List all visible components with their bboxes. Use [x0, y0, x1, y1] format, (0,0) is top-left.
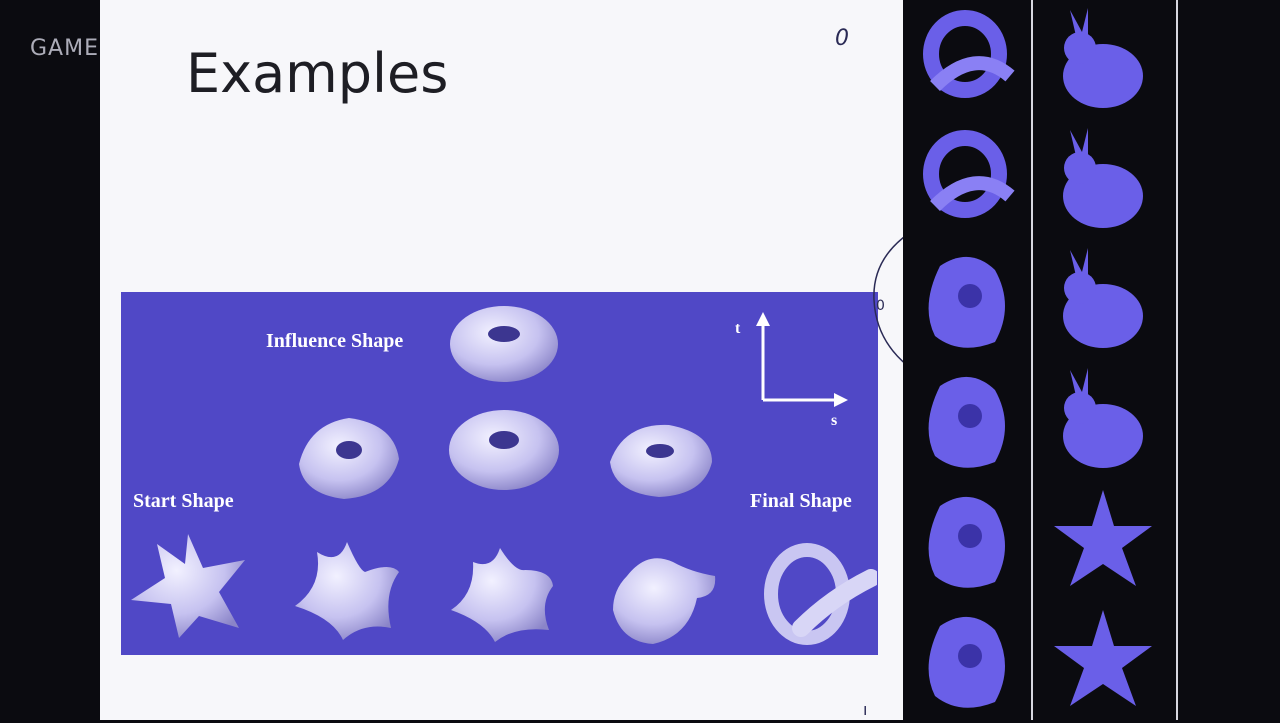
blob-icon — [915, 606, 1025, 723]
morphing-figure: Influence Shape t s Start Shape Final Sh… — [121, 292, 878, 655]
pen-stroke-mark: ı — [863, 700, 868, 719]
thumbnail-panel — [903, 0, 1280, 720]
star-icon — [1048, 486, 1158, 603]
influence-shape-label: Influence Shape — [266, 330, 404, 352]
start-star-icon — [131, 534, 245, 638]
bunny-icon — [1048, 6, 1158, 123]
blend-blob-icon — [613, 558, 716, 644]
blend-star-1-icon — [295, 542, 399, 640]
final-shape-label: Final Shape — [750, 490, 852, 512]
blend-torus-2-icon — [449, 410, 559, 490]
axis-s-label: s — [831, 412, 838, 429]
blend-torus-3-icon — [610, 424, 712, 497]
blob-icon — [915, 246, 1025, 363]
knot-icon — [915, 6, 1025, 123]
panel-edge — [1176, 0, 1178, 720]
influence-torus-icon — [450, 306, 558, 382]
bunny-icon — [1048, 246, 1158, 363]
column-divider — [1031, 0, 1033, 720]
blend-torus-1-icon — [299, 418, 399, 499]
blend-star-2-icon — [451, 548, 553, 642]
bunny-icon — [1048, 126, 1158, 243]
blob-icon — [915, 366, 1025, 483]
axis-t-label: t — [735, 320, 741, 337]
svg-text:0: 0 — [876, 298, 885, 314]
final-knot-icon — [764, 543, 877, 645]
slide-title: Examples — [186, 42, 449, 105]
channel-watermark: GAME — [30, 36, 99, 61]
star-icon — [1048, 606, 1158, 723]
slide-canvas: Examples 0 Influence Shape t s — [100, 0, 909, 720]
blob-icon — [915, 486, 1025, 603]
pen-circle-annotation: 0 — [873, 233, 909, 367]
ts-axes-icon — [756, 312, 848, 407]
pen-annotation: 0 — [835, 26, 849, 51]
bunny-icon — [1048, 366, 1158, 483]
knot-icon — [915, 126, 1025, 243]
start-shape-label: Start Shape — [133, 490, 234, 512]
